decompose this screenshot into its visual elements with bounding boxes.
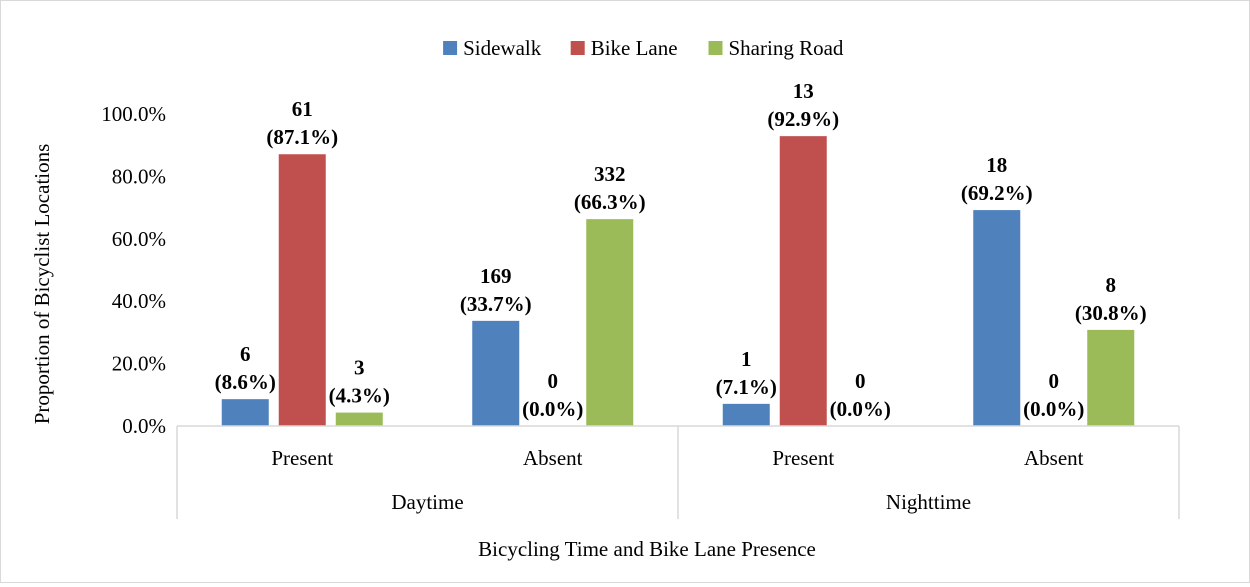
legend-item-sharing-road: Sharing Road — [708, 36, 844, 60]
data-label-percent: (0.0%) — [522, 397, 583, 421]
legend-label: Bike Lane — [591, 36, 678, 60]
bar-bike-lane — [278, 154, 326, 427]
x-axis: Present Absent Present Absent Daytime Nightti… — [176, 425, 1180, 519]
legend: Sidewalk Bike Lane Sharing Road — [443, 36, 844, 60]
legend-swatch — [570, 41, 585, 55]
data-label-percent: (30.8%) — [1075, 301, 1147, 325]
data-label-count: 0 — [548, 369, 559, 393]
bar-sidewalk — [973, 210, 1021, 426]
y-tick-label: 100.0% — [101, 102, 166, 126]
bar-bike-lane — [779, 136, 827, 427]
data-label-count: 18 — [986, 153, 1007, 177]
x-category-label: Absent — [1024, 446, 1084, 470]
bar-sidewalk — [472, 320, 520, 426]
legend-item-sidewalk: Sidewalk — [443, 36, 542, 60]
data-label-percent: (69.2%) — [961, 181, 1033, 205]
data-label-percent: (0.0%) — [830, 397, 891, 421]
x-category-label: Absent — [523, 446, 583, 470]
data-label-count: 61 — [292, 97, 313, 121]
y-axis-title: Proportion of Bicyclist Locations — [30, 144, 54, 425]
y-tick-label: 0.0% — [122, 414, 166, 438]
data-label-percent: (7.1%) — [716, 375, 777, 399]
legend-swatch — [708, 41, 723, 55]
data-label-count: 1 — [741, 347, 752, 371]
plot-area: 6 (8.6%) 61 (87.1%) 3 (4.3%) 169 (33.7%) 0 (0.0%)… — [215, 79, 1147, 427]
x-category-label: Present — [271, 446, 333, 470]
data-label-count: 0 — [855, 369, 866, 393]
y-tick-label: 40.0% — [112, 289, 166, 313]
data-label-percent: (0.0%) — [1023, 397, 1084, 421]
data-label-percent: (4.3%) — [329, 384, 390, 408]
y-tick-label: 80.0% — [112, 164, 166, 188]
legend-item-bike-lane: Bike Lane — [570, 36, 678, 60]
data-label-count: 0 — [1049, 369, 1060, 393]
bar-sharing-road — [586, 219, 634, 426]
x-axis-title: Bicycling Time and Bike Lane Presence — [478, 537, 816, 561]
y-tick-label: 20.0% — [112, 352, 166, 376]
y-axis: 0.0% 20.0% 40.0% 60.0% 80.0% 100.0% — [101, 102, 166, 438]
x-group-label: Nighttime — [886, 490, 971, 514]
x-category-label: Present — [772, 446, 834, 470]
data-label-percent: (8.6%) — [215, 370, 276, 394]
bar-sidewalk — [722, 403, 770, 426]
data-label-percent: (87.1%) — [266, 125, 338, 149]
bar-sharing-road — [1087, 329, 1135, 426]
x-group-label: Daytime — [391, 490, 463, 514]
data-label-percent: (92.9%) — [767, 107, 839, 131]
legend-label: Sharing Road — [729, 36, 844, 60]
data-label-count: 169 — [480, 264, 512, 288]
bar-sidewalk — [221, 399, 269, 426]
data-label-count: 8 — [1106, 273, 1117, 297]
data-label-percent: (33.7%) — [460, 292, 532, 316]
data-label-count: 6 — [240, 342, 251, 366]
y-tick-label: 60.0% — [112, 227, 166, 251]
data-label-count: 3 — [354, 356, 365, 380]
legend-swatch — [443, 41, 458, 55]
data-label-count: 332 — [594, 162, 626, 186]
data-label-percent: (66.3%) — [574, 190, 646, 214]
data-label-count: 13 — [793, 79, 814, 103]
bar-sharing-road — [335, 412, 383, 426]
legend-label: Sidewalk — [463, 36, 542, 60]
